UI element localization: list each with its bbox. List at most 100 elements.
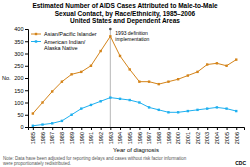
x-tick-mark [236, 127, 237, 130]
x-tick-label: 1994 [117, 132, 123, 144]
legend-label: Asian/Pacific Islander [44, 31, 97, 37]
chart-title: Estimated Number of AIDS Cases Attribute… [32, 2, 218, 25]
y-tick-label: 100 [14, 100, 23, 106]
text-line: implementation [115, 36, 149, 42]
chart-svg: 1985198619871988198919901991199219931994… [0, 0, 250, 167]
data-point [167, 80, 169, 82]
y-tick-label: 400 [14, 26, 23, 32]
series-markers [32, 96, 238, 127]
y-axis-line [25, 30, 29, 128]
data-point [119, 55, 121, 57]
data-point [32, 112, 34, 114]
data-point [187, 110, 189, 112]
data-point [41, 123, 43, 125]
text-line: Estimated Number of AIDS Cases Attribute… [32, 2, 218, 9]
note: Note: Data have been adjusted for report… [3, 156, 187, 167]
data-point [80, 107, 82, 109]
y-tick: 50 [17, 112, 28, 118]
data-point [99, 50, 101, 52]
x-tick-mark [43, 127, 44, 130]
x-tick-mark [159, 127, 160, 130]
x-tick-label: 1987 [49, 132, 55, 144]
x-tick-mark [217, 127, 218, 130]
x-axis-title: Year of diagnosis [113, 147, 159, 153]
x-tick-mark [62, 127, 63, 130]
data-point [80, 71, 82, 73]
data-point [187, 74, 189, 76]
x-tick-mark [72, 127, 73, 130]
series-line [33, 36, 236, 113]
legend-item: Asian/Pacific Islander [31, 31, 97, 37]
x-tick-label: 2005 [224, 132, 230, 144]
x-tick-label: 2001 [185, 132, 191, 144]
x-tick-mark [198, 127, 199, 130]
x-tick-mark [207, 127, 208, 130]
legend: Asian/Pacific IslanderAmerican Indian/Al… [31, 31, 97, 51]
data-point [51, 90, 53, 92]
x-tick: 2001 [185, 127, 191, 144]
y-tick: 0 [20, 124, 28, 130]
data-point [177, 78, 179, 80]
y-tick: 400 [14, 26, 28, 32]
x-tick-label: 2006 [234, 132, 240, 144]
text-line: were proportionately redistributed. [3, 161, 71, 166]
data-point [196, 109, 198, 111]
x-tick-label: 1997 [146, 132, 152, 144]
x-axis-line [29, 128, 245, 131]
text-line: United States and Dependent Areas [70, 17, 180, 25]
y-tick-mark [25, 54, 28, 55]
y-tick: 200 [14, 75, 28, 81]
legend-swatch-marker [35, 40, 37, 42]
data-point [158, 83, 160, 85]
data-point [138, 101, 140, 103]
x-tick-mark [101, 127, 102, 130]
data-point [177, 111, 179, 113]
series-line [33, 98, 236, 126]
x-tick: 2003 [204, 127, 210, 144]
data-point [196, 71, 198, 73]
annotation-text: 1993 definitionimplementation [115, 30, 149, 42]
x-tick: 1989 [69, 127, 75, 144]
data-point [51, 122, 53, 124]
legend-swatch-line [31, 41, 41, 42]
data-point [99, 100, 101, 102]
x-tick: 1991 [88, 127, 94, 144]
text-line: Alaska Native [44, 45, 78, 51]
x-tick-mark [188, 127, 189, 130]
x-tick: 2004 [214, 127, 220, 144]
text-line: Asian/Pacific Islander [44, 31, 97, 37]
x-tick-mark [168, 127, 169, 130]
x-tick: 1999 [166, 127, 172, 144]
y-tick-label: 150 [14, 88, 23, 94]
y-tick-mark [25, 115, 28, 116]
x-tick-label: 2004 [214, 132, 220, 144]
x-tick-label: 1986 [40, 132, 46, 144]
x-tick-mark [120, 127, 121, 130]
x-tick-label: 1992 [98, 132, 104, 144]
y-tick: 250 [14, 63, 28, 69]
data-point [109, 96, 111, 98]
data-point [109, 35, 111, 37]
data-point [138, 80, 140, 82]
chart-container: 1985198619871988198919901991199219931994… [0, 0, 250, 167]
data-point [129, 99, 131, 101]
legend-swatch-line [31, 34, 41, 35]
y-tick-mark [25, 78, 28, 79]
data-point [158, 109, 160, 111]
data-point [216, 106, 218, 108]
x-tick: 2002 [195, 127, 201, 144]
y-axis-title: No. [2, 75, 11, 81]
data-point [61, 120, 63, 122]
x-tick: 1995 [127, 127, 133, 144]
data-point [90, 104, 92, 106]
y-tick-label: 350 [14, 39, 23, 45]
y-tick-label: 250 [14, 63, 23, 69]
data-point [235, 58, 237, 60]
x-tick-mark [52, 127, 53, 130]
x-tick: 1988 [59, 127, 65, 144]
data-point [148, 106, 150, 108]
x-tick: 1986 [40, 127, 46, 144]
y-tick-mark [25, 103, 28, 104]
y-tick-label: 200 [14, 75, 23, 81]
x-tick: 1998 [156, 127, 162, 144]
